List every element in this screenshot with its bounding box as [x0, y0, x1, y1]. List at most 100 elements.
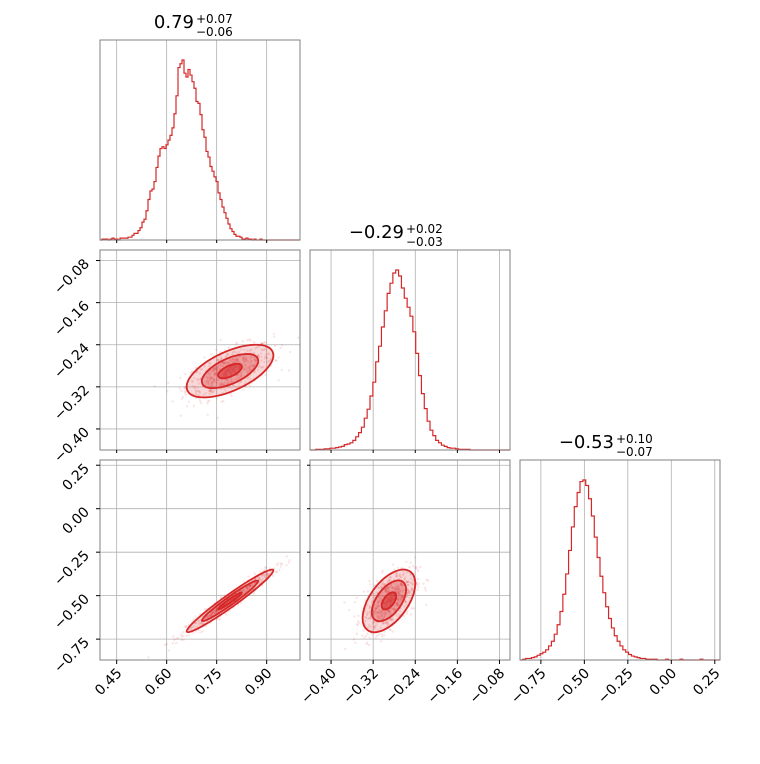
sample-point [397, 595, 401, 599]
sample-point [372, 621, 376, 624]
sample-point [206, 381, 210, 384]
sample-point [181, 395, 185, 399]
sample-point [217, 617, 220, 620]
sample-point [375, 591, 378, 594]
sample-point [225, 378, 228, 381]
sample-point [218, 618, 222, 621]
sample-point [400, 584, 403, 587]
sample-point [212, 390, 215, 393]
sample-point [239, 348, 243, 351]
sample-point [250, 363, 253, 367]
sample-point [189, 371, 193, 375]
sample-point [406, 581, 409, 584]
sample-point [180, 389, 183, 393]
sample-point [248, 362, 251, 366]
sample-point [365, 613, 369, 617]
sample-point [378, 597, 381, 600]
sample-point [400, 597, 403, 600]
sample-point [379, 594, 382, 598]
sample-point [271, 574, 275, 578]
sample-point [198, 621, 202, 624]
sample-point [206, 616, 209, 619]
sample-point [216, 358, 220, 361]
sample-point [237, 355, 240, 359]
sample-point [222, 399, 225, 403]
sample-point [249, 339, 252, 342]
contour-lines [185, 343, 275, 399]
axes-frame [309, 459, 511, 661]
sample-point [208, 375, 212, 378]
histogram-panel-3: −0.53 +0.10−0.07 [519, 432, 721, 661]
sample-point [214, 610, 218, 614]
sample-point [405, 580, 409, 584]
sample-point [264, 353, 268, 356]
sample-point [210, 376, 213, 379]
sample-point [379, 584, 383, 588]
sample-point [397, 592, 401, 596]
sample-point [401, 591, 404, 594]
sample-point [401, 588, 405, 592]
sample-point [252, 351, 256, 354]
sample-point [228, 385, 231, 389]
sample-point [244, 380, 247, 383]
sample-point [372, 610, 375, 614]
sample-point [213, 367, 217, 370]
sample-point [263, 574, 266, 577]
sample-point [426, 579, 430, 582]
sample-point [388, 578, 391, 581]
sample-point [214, 380, 218, 384]
sample-point [245, 356, 249, 359]
sample-point [390, 585, 393, 589]
sample-point [356, 624, 359, 627]
sample-point [209, 388, 212, 392]
sample-point [265, 356, 269, 360]
sample-point [379, 610, 382, 613]
sample-point [214, 608, 217, 612]
sample-point [263, 340, 266, 344]
sample-point [395, 574, 398, 578]
sample-point [180, 638, 183, 641]
sample-point [257, 345, 261, 348]
sample-point [386, 580, 389, 583]
sample-point [196, 625, 199, 628]
sample-point [378, 599, 382, 603]
sample-point [260, 366, 263, 369]
sample-point [212, 379, 216, 382]
sample-point [223, 383, 226, 386]
title-plus-error: +0.07 [196, 12, 233, 26]
sample-point [377, 600, 381, 603]
sample-point [387, 610, 391, 613]
sample-point [185, 405, 189, 408]
sample-point [234, 358, 237, 361]
sample-point [216, 366, 220, 369]
sample-point [279, 346, 282, 350]
sample-point [258, 365, 261, 368]
sample-point [391, 618, 395, 621]
sample-point [238, 375, 242, 379]
sample-point [262, 365, 265, 369]
sample-point [207, 615, 210, 618]
sample-point [213, 611, 217, 614]
sample-point [366, 641, 369, 644]
sample-point [228, 361, 231, 364]
sample-point [275, 571, 278, 574]
sample-point [403, 605, 406, 608]
sample-point [232, 351, 236, 354]
histogram-step-line [310, 269, 510, 451]
sample-point [368, 636, 371, 639]
sample-point [227, 346, 230, 349]
sample-point [147, 656, 150, 659]
sample-point [209, 389, 213, 393]
sample-point [391, 563, 395, 566]
sample-point [381, 583, 384, 586]
sample-point [264, 373, 267, 377]
sample-point [381, 612, 384, 615]
sample-point [382, 595, 385, 598]
sample-point [211, 610, 215, 614]
sample-point [166, 390, 169, 393]
sample-point [402, 594, 405, 597]
sample-point [379, 640, 383, 643]
sample-point [376, 579, 379, 583]
sample-point [372, 620, 375, 623]
sample-point [206, 379, 209, 382]
